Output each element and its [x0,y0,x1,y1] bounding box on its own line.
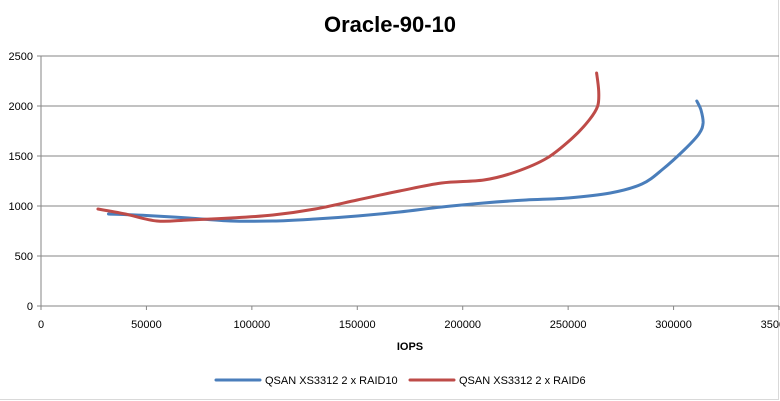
x-axis-title: IOPS [397,341,423,353]
gridlines [37,55,779,307]
x-tick-label: 100000 [233,319,270,331]
y-tick-label: 1500 [9,151,33,163]
series-lines [96,71,705,223]
y-tick-label: 2000 [9,101,33,113]
y-tick-label: 500 [15,251,33,263]
series-line-1 [107,99,705,223]
legend: QSAN XS3312 2 x RAID10 QSAN XS3312 2 x RA… [214,375,586,387]
x-tick-label: 350000 [761,319,780,331]
y-tick-labels: 0 500 1000 1500 2000 2500 [9,51,33,313]
x-tick-label: 300000 [655,319,692,331]
x-tick-label: 50000 [131,319,162,331]
y-tick-label: 2500 [9,51,33,63]
legend-label-2: QSAN XS3312 2 x RAID6 [459,375,586,387]
y-tick-label: 0 [27,301,33,313]
y-tick-label: 1000 [9,201,33,213]
x-tick-label: 0 [38,319,44,331]
chart-title: Oracle-90-10 [323,12,457,37]
series-line-2 [96,71,601,223]
x-tick-label: 250000 [550,319,587,331]
x-tick-label: 150000 [339,319,376,331]
x-tick-labels: 0 50000 100000 150000 200000 250000 300000 3500… [38,319,780,331]
x-tick-label: 200000 [444,319,481,331]
legend-label-1: QSAN XS3312 2 x RAID10 [265,375,398,387]
axes [40,56,780,310]
